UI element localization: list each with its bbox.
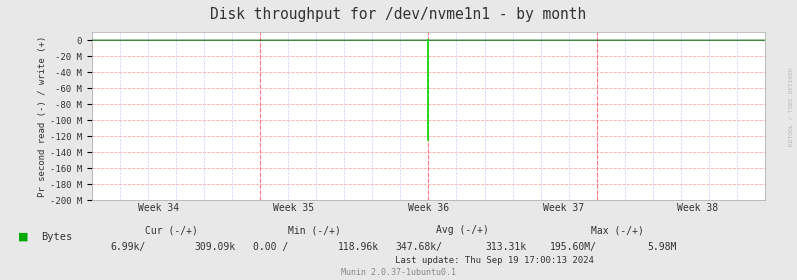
Text: Week 38: Week 38 bbox=[677, 203, 718, 213]
Text: Cur (-/+): Cur (-/+) bbox=[145, 225, 198, 235]
Text: Min (-/+): Min (-/+) bbox=[289, 225, 341, 235]
Text: Bytes: Bytes bbox=[41, 232, 73, 242]
Text: Week 35: Week 35 bbox=[273, 203, 314, 213]
Text: RDTOOL / TOBI OETIKER: RDTOOL / TOBI OETIKER bbox=[789, 67, 794, 146]
Text: 118.96k: 118.96k bbox=[338, 242, 379, 252]
Text: Avg (-/+): Avg (-/+) bbox=[436, 225, 489, 235]
Y-axis label: Pr second read (-) / write (+): Pr second read (-) / write (+) bbox=[38, 36, 47, 197]
Text: 309.09k: 309.09k bbox=[194, 242, 236, 252]
Text: Week 37: Week 37 bbox=[543, 203, 583, 213]
Text: 0.00 /: 0.00 / bbox=[253, 242, 289, 252]
Text: Disk throughput for /dev/nvme1n1 - by month: Disk throughput for /dev/nvme1n1 - by mo… bbox=[210, 7, 587, 22]
Text: 347.68k/: 347.68k/ bbox=[395, 242, 442, 252]
Text: Last update: Thu Sep 19 17:00:13 2024: Last update: Thu Sep 19 17:00:13 2024 bbox=[395, 256, 594, 265]
Text: 313.31k: 313.31k bbox=[485, 242, 527, 252]
Text: 6.99k/: 6.99k/ bbox=[110, 242, 145, 252]
Text: Week 36: Week 36 bbox=[408, 203, 449, 213]
Text: 5.98M: 5.98M bbox=[647, 242, 676, 252]
Text: ■: ■ bbox=[18, 232, 28, 242]
Text: 195.60M/: 195.60M/ bbox=[551, 242, 597, 252]
Text: Munin 2.0.37-1ubuntu0.1: Munin 2.0.37-1ubuntu0.1 bbox=[341, 268, 456, 277]
Text: Max (-/+): Max (-/+) bbox=[591, 225, 644, 235]
Text: Week 34: Week 34 bbox=[139, 203, 179, 213]
